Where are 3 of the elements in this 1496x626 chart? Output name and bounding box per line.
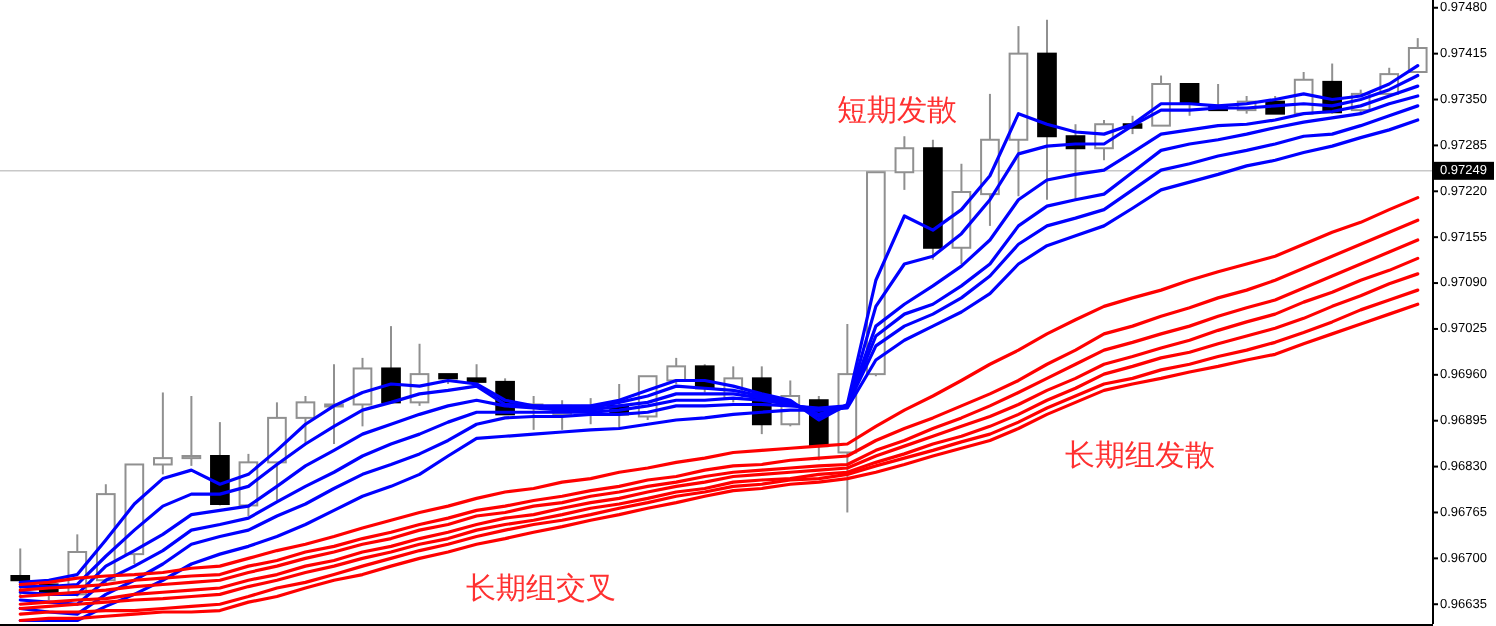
annotation: 长期组发散	[1064, 438, 1215, 473]
annotation: 长期组交叉	[465, 572, 616, 607]
annotation: 短期发散	[837, 94, 958, 129]
